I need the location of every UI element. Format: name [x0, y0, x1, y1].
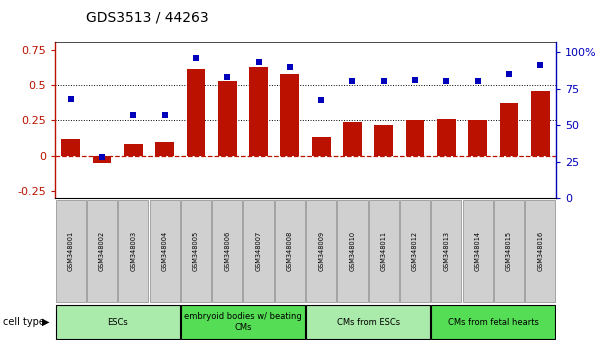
- Bar: [306, 305, 430, 339]
- Text: GSM348002: GSM348002: [99, 231, 105, 272]
- Bar: [244, 200, 274, 302]
- Bar: [212, 200, 242, 302]
- Bar: [431, 200, 461, 302]
- Point: [222, 74, 232, 80]
- Text: GSM348003: GSM348003: [130, 231, 136, 272]
- Text: cell type: cell type: [3, 317, 45, 327]
- Point: [128, 112, 138, 118]
- Bar: [525, 200, 555, 302]
- Point: [316, 98, 326, 103]
- Bar: [56, 200, 86, 302]
- Bar: [56, 305, 180, 339]
- Bar: [280, 74, 299, 156]
- Text: GSM348013: GSM348013: [444, 232, 450, 271]
- Bar: [337, 200, 367, 302]
- Point: [473, 79, 483, 84]
- Text: ▶: ▶: [42, 317, 49, 327]
- Bar: [531, 91, 550, 156]
- Text: GSM348005: GSM348005: [193, 231, 199, 272]
- Text: CMs from fetal hearts: CMs from fetal hearts: [448, 318, 539, 327]
- Point: [504, 71, 514, 77]
- Bar: [306, 200, 336, 302]
- Point: [410, 77, 420, 83]
- Bar: [400, 200, 430, 302]
- Text: GSM348015: GSM348015: [506, 231, 512, 272]
- Text: GSM348009: GSM348009: [318, 231, 324, 272]
- Text: embryoid bodies w/ beating
CMs: embryoid bodies w/ beating CMs: [184, 313, 302, 332]
- Bar: [500, 103, 518, 156]
- Text: GSM348016: GSM348016: [537, 231, 543, 272]
- Bar: [181, 200, 211, 302]
- Bar: [218, 81, 236, 156]
- Text: GSM348011: GSM348011: [381, 232, 387, 271]
- Bar: [312, 137, 331, 156]
- Bar: [61, 139, 80, 156]
- Text: GDS3513 / 44263: GDS3513 / 44263: [86, 11, 208, 25]
- Bar: [249, 67, 268, 156]
- Bar: [186, 69, 205, 156]
- Text: GSM348010: GSM348010: [349, 231, 356, 272]
- Bar: [437, 119, 456, 156]
- Bar: [431, 305, 555, 339]
- Text: GSM348014: GSM348014: [475, 231, 481, 272]
- Bar: [494, 200, 524, 302]
- Point: [285, 64, 295, 70]
- Bar: [93, 156, 111, 163]
- Point: [254, 59, 263, 65]
- Text: GSM348012: GSM348012: [412, 231, 418, 272]
- Bar: [181, 305, 305, 339]
- Text: GSM348001: GSM348001: [68, 231, 74, 272]
- Bar: [87, 200, 117, 302]
- Text: GSM348008: GSM348008: [287, 231, 293, 272]
- Bar: [469, 120, 487, 156]
- Bar: [463, 200, 492, 302]
- Text: GSM348006: GSM348006: [224, 231, 230, 272]
- Bar: [343, 122, 362, 156]
- Point: [66, 96, 76, 102]
- Bar: [406, 120, 425, 156]
- Point: [535, 63, 545, 68]
- Point: [97, 155, 107, 160]
- Text: GSM348004: GSM348004: [161, 231, 167, 272]
- Bar: [369, 200, 399, 302]
- Bar: [150, 200, 180, 302]
- Point: [442, 79, 452, 84]
- Text: CMs from ESCs: CMs from ESCs: [337, 318, 400, 327]
- Bar: [155, 142, 174, 156]
- Point: [379, 79, 389, 84]
- Point: [191, 55, 201, 61]
- Bar: [124, 144, 143, 156]
- Bar: [119, 200, 148, 302]
- Text: ESCs: ESCs: [108, 318, 128, 327]
- Point: [348, 79, 357, 84]
- Text: GSM348007: GSM348007: [255, 231, 262, 272]
- Bar: [375, 125, 393, 156]
- Point: [159, 112, 169, 118]
- Bar: [275, 200, 305, 302]
